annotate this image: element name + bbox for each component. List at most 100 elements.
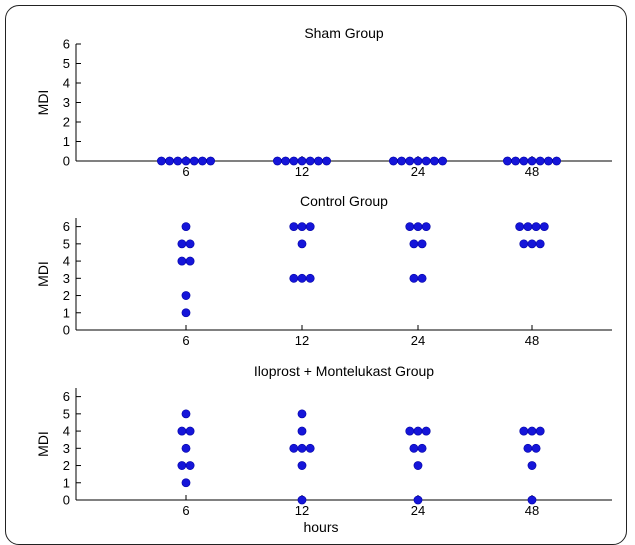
data-point: [185, 239, 195, 249]
data-point: [539, 222, 549, 232]
data-point: [297, 443, 307, 453]
y-axis-label: MDI: [35, 431, 51, 457]
data-point: [405, 222, 415, 232]
data-point: [519, 239, 529, 249]
x-tick-label: 12: [295, 503, 309, 518]
data-point: [535, 426, 545, 436]
data-point: [185, 256, 195, 266]
data-point: [181, 478, 191, 488]
data-point: [206, 156, 215, 166]
y-tick-label: 5: [63, 406, 70, 421]
data-point: [305, 156, 315, 166]
x-tick-label: 24: [411, 164, 425, 179]
data-point: [297, 273, 307, 283]
data-point: [429, 156, 439, 166]
data-point: [189, 156, 199, 166]
y-axis-label: MDI: [35, 90, 51, 116]
data-point: [297, 156, 307, 166]
data-point: [413, 461, 423, 470]
data-point: [535, 156, 545, 166]
data-point: [531, 222, 541, 232]
data-point: [527, 426, 537, 436]
panel-title: Sham Group: [304, 25, 384, 41]
data-point: [165, 156, 174, 166]
data-point: [519, 156, 529, 166]
data-point: [156, 156, 166, 166]
data-point: [438, 156, 447, 166]
data-point: [413, 156, 423, 166]
data-point: [181, 222, 191, 232]
data-point: [177, 256, 187, 266]
y-tick-label: 2: [63, 458, 70, 473]
data-point: [523, 222, 533, 232]
y-tick-label: 0: [63, 493, 70, 508]
data-point: [421, 156, 431, 166]
data-point: [181, 409, 191, 419]
data-point: [185, 426, 195, 436]
data-point: [297, 495, 307, 505]
data-point: [272, 156, 282, 166]
data-point: [181, 156, 191, 166]
data-point: [388, 156, 398, 166]
data-point: [552, 156, 561, 166]
data-point: [413, 495, 423, 505]
x-tick-label: 48: [525, 333, 539, 348]
x-tick-label: 6: [182, 503, 189, 518]
y-tick-label: 1: [63, 134, 70, 149]
data-point: [197, 156, 207, 166]
y-tick-label: 0: [63, 323, 70, 338]
y-tick-label: 0: [63, 154, 70, 169]
x-tick-label: 48: [525, 164, 539, 179]
data-point: [297, 222, 307, 232]
data-point: [527, 156, 537, 166]
x-tick-label: 6: [182, 333, 189, 348]
y-tick-label: 4: [63, 254, 70, 269]
data-point: [289, 273, 299, 283]
data-point: [181, 308, 191, 318]
data-point: [535, 239, 545, 249]
y-tick-label: 5: [63, 56, 70, 71]
data-point: [511, 156, 520, 166]
data-point: [173, 156, 183, 166]
y-tick-label: 3: [63, 441, 70, 456]
y-tick-label: 4: [63, 424, 70, 439]
x-axis-label: hours: [303, 519, 338, 535]
x-tick-label: 24: [411, 333, 425, 348]
data-point: [297, 426, 307, 436]
panel-title: Control Group: [300, 193, 388, 209]
data-point: [527, 239, 537, 249]
data-point: [417, 443, 427, 453]
y-tick-label: 1: [63, 305, 70, 320]
x-tick-label: 24: [411, 503, 425, 518]
x-tick-label: 12: [295, 164, 309, 179]
x-tick-label: 48: [525, 503, 539, 518]
data-point: [313, 156, 323, 166]
data-point: [502, 156, 512, 166]
data-point: [297, 239, 307, 249]
x-tick-label: 6: [182, 164, 189, 179]
data-point: [305, 443, 315, 453]
x-tick-label: 12: [295, 333, 309, 348]
data-point: [177, 461, 187, 470]
y-tick-label: 2: [63, 288, 70, 303]
y-tick-label: 3: [63, 95, 70, 110]
data-point: [305, 222, 315, 232]
data-point: [409, 239, 419, 249]
y-tick-label: 5: [63, 236, 70, 251]
data-point: [409, 443, 419, 453]
data-point: [515, 222, 525, 232]
data-point: [527, 461, 537, 470]
data-point: [185, 461, 195, 470]
data-point: [421, 426, 431, 436]
y-tick-label: 4: [63, 76, 70, 91]
data-point: [417, 273, 427, 283]
data-point: [405, 156, 415, 166]
data-point: [544, 156, 553, 166]
data-point: [297, 461, 307, 470]
data-point: [281, 156, 290, 166]
